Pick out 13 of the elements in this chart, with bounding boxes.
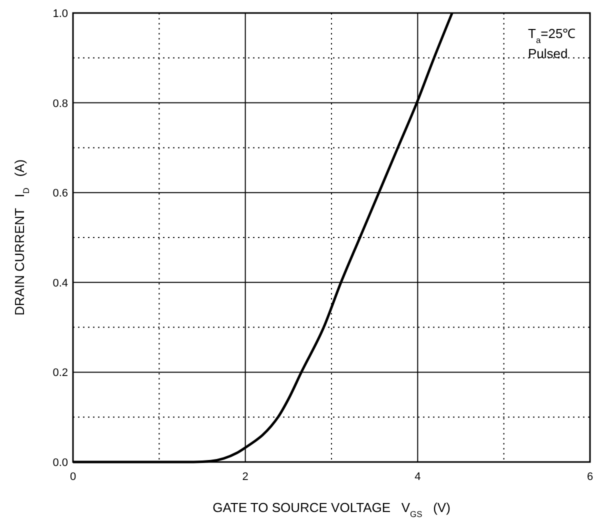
- y-tick-label: 0.2: [52, 367, 68, 380]
- x-tick-label: 2: [242, 471, 248, 483]
- y-tick-label: 0.6: [52, 188, 68, 200]
- y-tick-label: 1.0: [52, 8, 68, 20]
- x-tick-label: 0: [70, 471, 76, 483]
- y-tick-label: 0.4: [52, 277, 68, 290]
- y-tick-label: 0.0: [52, 457, 68, 469]
- x-tick-label: 4: [414, 471, 421, 483]
- text: GATE TO SOURCE VOLTAGE V$_{GS}$ (V): [212, 500, 450, 519]
- y-tick-label: 0.8: [52, 98, 68, 110]
- annotation: Pulsed: [528, 46, 568, 61]
- annotation: T$_{a}$=25℃: [528, 26, 576, 45]
- x-tick-label: 6: [586, 471, 594, 483]
